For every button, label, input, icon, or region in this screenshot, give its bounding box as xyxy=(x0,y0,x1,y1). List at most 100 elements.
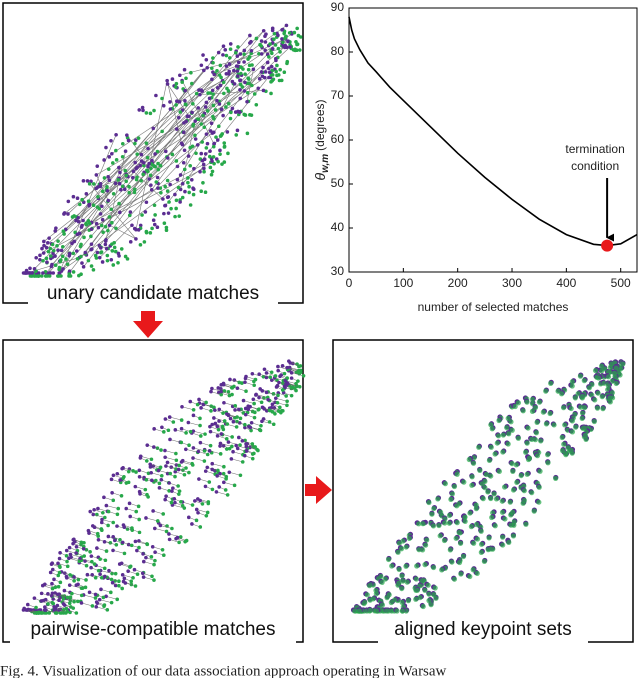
keypoint xyxy=(136,504,141,509)
keypoint xyxy=(24,271,29,275)
keypoint xyxy=(139,159,144,163)
keypoint xyxy=(414,587,420,593)
keypoint xyxy=(173,469,178,474)
x-tick-label: 400 xyxy=(556,276,576,290)
keypoint xyxy=(212,405,216,410)
keypoint xyxy=(244,374,248,379)
keypoint xyxy=(162,211,166,216)
keypoint xyxy=(163,149,168,154)
keypoint xyxy=(259,400,264,405)
keypoint xyxy=(135,152,140,157)
keypoint xyxy=(127,501,132,506)
keypoint xyxy=(127,213,132,218)
keypoint xyxy=(58,611,63,615)
keypoint xyxy=(173,500,177,505)
match-line xyxy=(271,379,283,384)
keypoint xyxy=(173,428,178,432)
keypoint xyxy=(46,592,50,596)
keypoint xyxy=(250,456,255,461)
keypoint xyxy=(193,119,198,123)
keypoint xyxy=(212,161,216,166)
keypoint xyxy=(274,58,278,63)
keypoint xyxy=(231,419,236,424)
keypoint xyxy=(165,82,170,86)
keypoint xyxy=(201,53,205,57)
keypoint xyxy=(226,89,231,93)
keypoint xyxy=(150,544,155,549)
keypoint xyxy=(403,563,409,569)
keypoint xyxy=(238,52,243,56)
keypoint xyxy=(103,558,108,563)
keypoint xyxy=(229,110,233,115)
keypoint xyxy=(50,242,55,247)
match-line xyxy=(112,550,125,554)
keypoint xyxy=(51,601,56,606)
match-line xyxy=(81,602,93,607)
keypoint xyxy=(38,257,42,262)
label-bg xyxy=(10,616,296,644)
keypoint xyxy=(481,558,487,565)
keypoint xyxy=(406,535,412,541)
match-line xyxy=(58,600,70,604)
keypoint xyxy=(136,136,141,140)
keypoint xyxy=(277,78,282,83)
keypoint xyxy=(211,144,216,149)
keypoint xyxy=(120,540,125,545)
keypoint xyxy=(106,167,111,171)
keypoint xyxy=(473,521,480,528)
keypoint xyxy=(162,221,167,226)
match-line xyxy=(93,514,105,518)
keypoint xyxy=(224,64,229,68)
keypoint xyxy=(115,512,120,517)
keypoint xyxy=(163,455,167,460)
keypoint xyxy=(53,229,58,233)
keypoint xyxy=(84,221,88,226)
keypoint xyxy=(208,149,212,153)
keypoint xyxy=(214,490,219,494)
keypoint xyxy=(218,471,222,476)
keypoint xyxy=(102,176,107,180)
keypoint xyxy=(41,271,45,275)
keypoint xyxy=(100,517,104,522)
keypoint xyxy=(152,445,156,449)
keypoint xyxy=(74,218,78,223)
match-line xyxy=(169,439,182,443)
keypoint xyxy=(58,565,62,569)
keypoint xyxy=(205,65,209,70)
match-line xyxy=(172,504,185,509)
keypoint xyxy=(230,435,234,439)
keypoint xyxy=(102,566,107,571)
keypoint xyxy=(202,169,206,174)
match-line xyxy=(160,525,172,529)
keypoint xyxy=(109,207,114,212)
keypoint xyxy=(270,47,275,51)
keypoint xyxy=(64,606,69,611)
keypoint xyxy=(188,399,193,404)
keypoint xyxy=(488,473,494,479)
keypoint xyxy=(141,172,145,177)
keypoint xyxy=(71,251,76,256)
keypoint xyxy=(569,383,575,389)
match-line xyxy=(140,456,152,460)
keypoint xyxy=(252,92,257,96)
keypoint xyxy=(270,73,275,77)
keypoint xyxy=(235,54,240,58)
keypoint xyxy=(422,587,428,593)
keypoint xyxy=(242,60,246,64)
keypoint xyxy=(115,597,120,602)
keypoint xyxy=(510,533,517,539)
match-line xyxy=(91,164,204,223)
keypoint xyxy=(168,182,172,187)
match-line xyxy=(216,491,228,496)
keypoint xyxy=(179,418,184,422)
keypoint xyxy=(245,91,250,95)
match-line xyxy=(209,450,221,455)
keypoint xyxy=(569,379,575,385)
keypoint xyxy=(296,33,301,38)
termination-point xyxy=(601,239,614,252)
keypoint xyxy=(194,518,199,523)
keypoint xyxy=(261,88,266,93)
match-line xyxy=(229,472,241,476)
match-line xyxy=(65,80,223,230)
